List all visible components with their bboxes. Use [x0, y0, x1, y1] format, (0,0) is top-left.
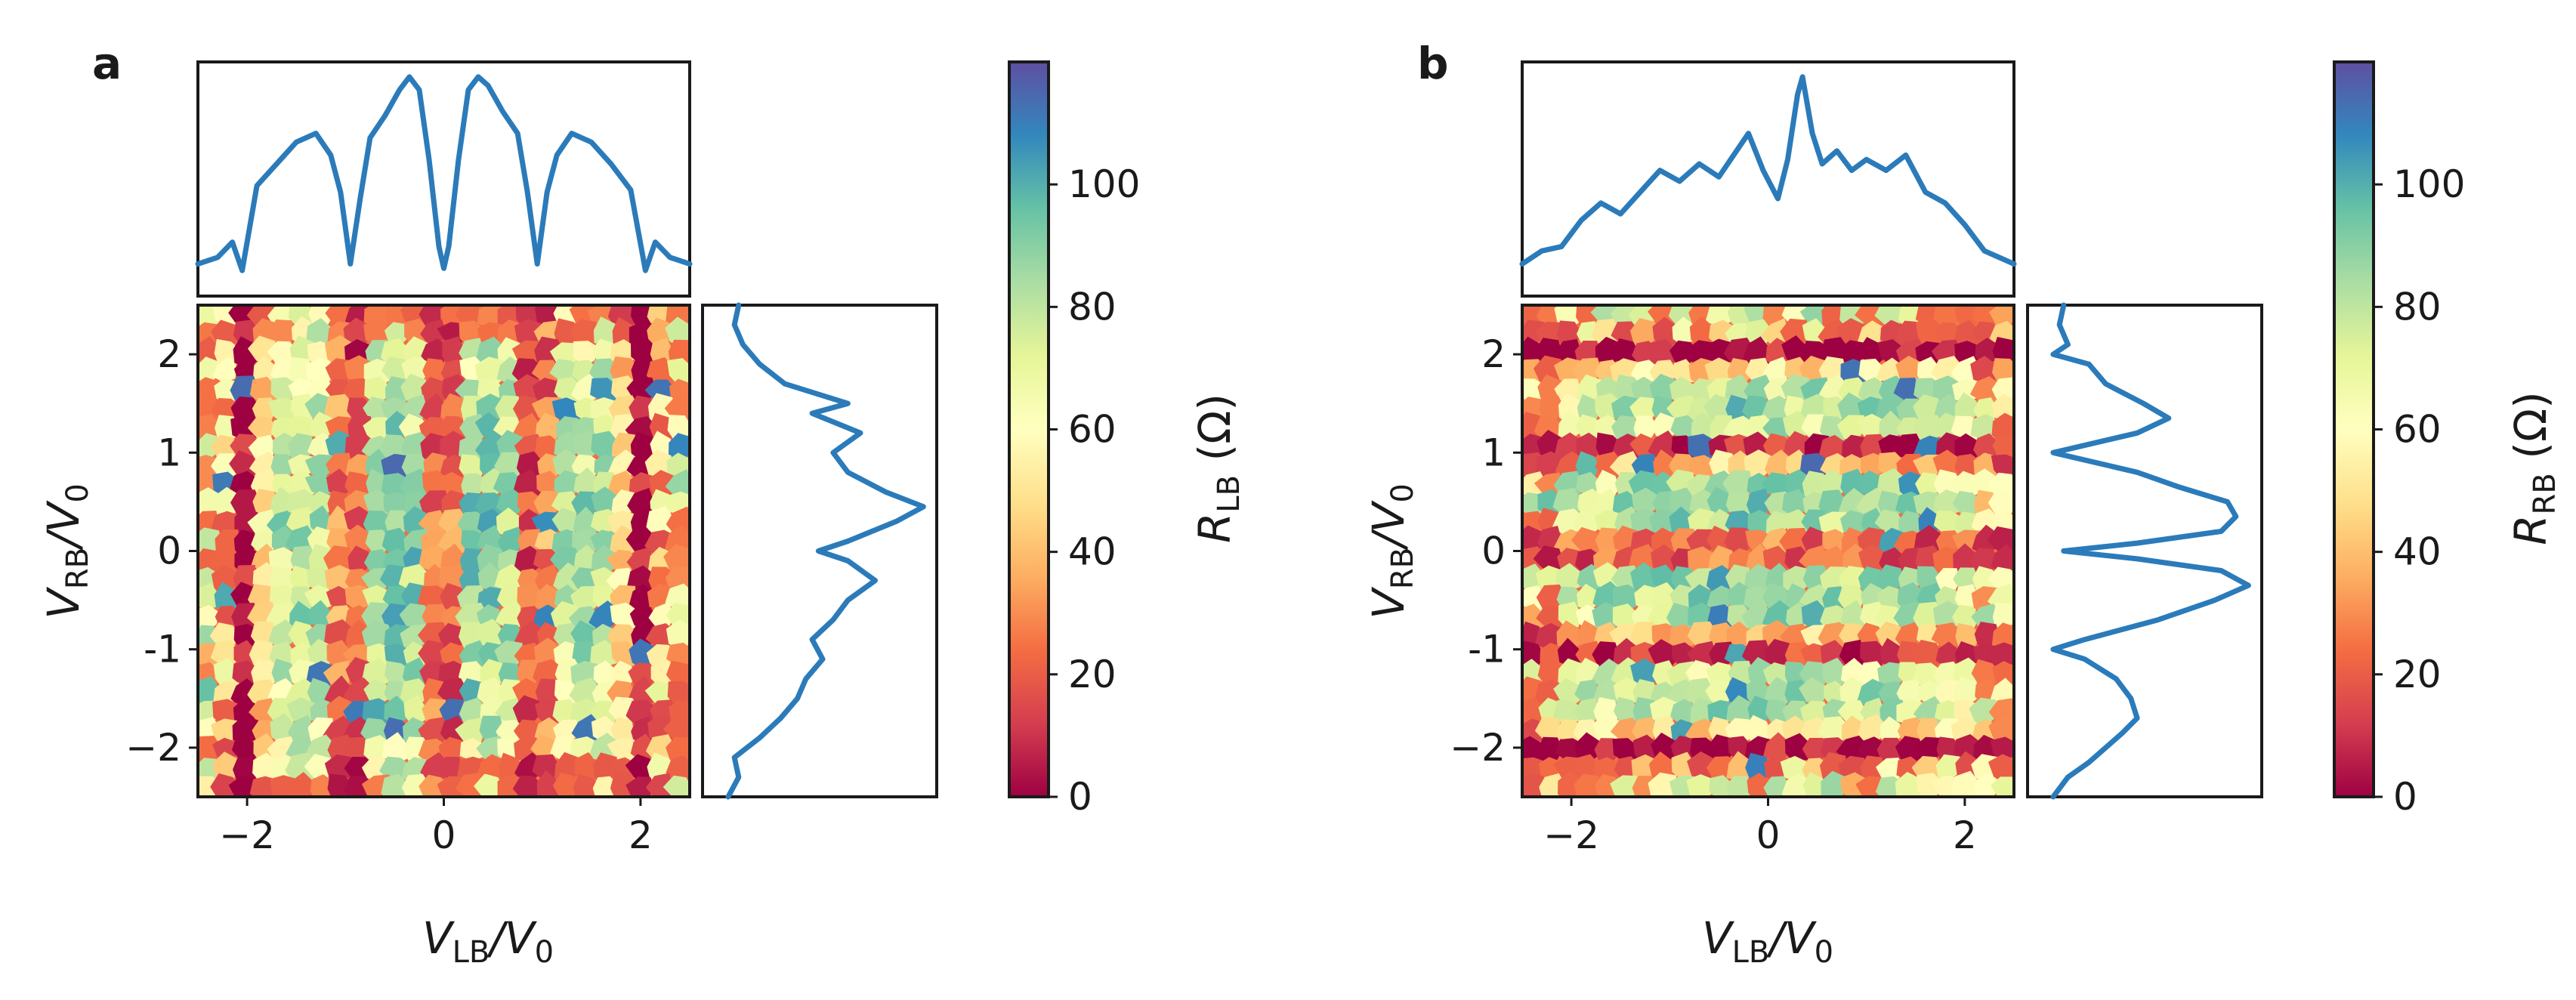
- y-tick-label: 0: [1481, 529, 1506, 573]
- y-tick-label: 2: [157, 332, 181, 376]
- colorbar-a: [1008, 60, 1050, 798]
- y-tick-label: −2: [125, 726, 181, 770]
- panel-b: b −2 0 2 −2 -1 0 1 2 VLB/V0 VRB/V0 0 20 40 60 80 10…: [1363, 38, 2562, 970]
- y-tick-label: 1: [157, 431, 181, 474]
- heatmap-cell: [1686, 773, 1714, 797]
- colorbar-tick-label: 0: [2393, 775, 2417, 819]
- colorbar-tick-label: 0: [1068, 775, 1092, 819]
- top-profile-b-trace: [1519, 74, 2017, 267]
- x-tick-label: −2: [1543, 813, 1599, 857]
- colorbar-b-label: RRB (Ω): [2505, 391, 2562, 545]
- heatmap-b-x-axis-title: VLB/V0: [1702, 912, 1833, 970]
- colorbar-tick-label: 20: [1068, 653, 1117, 696]
- colorbar-tick-label: 100: [2393, 162, 2465, 206]
- x-tick-label: 2: [1953, 813, 1977, 857]
- top-profile-b-frame: [1521, 60, 2015, 298]
- colorbar-tick-label: 20: [2393, 653, 2442, 696]
- heatmap-a-x-ticks: −2 0 2: [219, 797, 653, 857]
- heatmap-cell: [610, 641, 638, 667]
- heatmap-cell: [1969, 376, 2003, 403]
- top-profile-a-trace: [195, 74, 693, 273]
- heatmap-cell: [573, 774, 601, 797]
- heatmap-a-x-axis-title: VLB/V0: [422, 912, 554, 970]
- y-tick-label: -1: [1468, 628, 1506, 671]
- heatmap-cell: [1973, 773, 2002, 797]
- heatmap-cell: [1916, 322, 1945, 350]
- heatmap-a: [198, 305, 690, 797]
- x-tick-label: −2: [219, 813, 275, 857]
- heatmap-cell: [1610, 775, 1638, 797]
- heatmap-cell: [665, 316, 690, 347]
- heatmap-cell: [289, 772, 316, 797]
- side-profile-a-frame: [701, 304, 938, 798]
- colorbar-b-ticks: 0 20 40 60 80 100: [2374, 162, 2465, 819]
- y-tick-label: 2: [1481, 332, 1506, 376]
- y-tick-label: −2: [1450, 726, 1506, 770]
- heatmap-b: [1522, 305, 2014, 797]
- colorbar-tick-label: 60: [1068, 408, 1117, 452]
- colorbar-a-ticks: 0 20 40 60 80 100: [1049, 162, 1140, 819]
- heatmap-a-cells: [198, 305, 690, 797]
- x-tick-label: 0: [432, 813, 456, 857]
- side-profile-b-trace: [2050, 302, 2251, 800]
- heatmap-cell: [252, 752, 280, 785]
- panel-label-a: a: [92, 38, 122, 89]
- heatmap-cell: [1631, 487, 1660, 517]
- heatmap-cell: [1725, 776, 1753, 797]
- colorbar-b: [2333, 60, 2375, 798]
- panel-a: a −2 0 2 −2 -1 0 1 2 VLB/V0 VRB/V0 0 20 40 60 80 10…: [38, 38, 1246, 970]
- colorbar-tick-label: 60: [2393, 408, 2442, 452]
- heatmap-cell: [663, 775, 690, 797]
- y-tick-label: 1: [1481, 431, 1506, 474]
- colorbar-tick-label: 80: [2393, 285, 2442, 329]
- heatmap-cell: [1522, 698, 1544, 724]
- heatmap-b-y-ticks: −2 -1 0 1 2: [1450, 332, 1522, 770]
- x-tick-label: 2: [629, 813, 653, 857]
- colorbar-tick-label: 80: [1068, 285, 1117, 329]
- side-profile-b-frame: [2026, 304, 2263, 798]
- heatmap-a-y-axis-title: VRB/V0: [38, 483, 95, 619]
- heatmap-b-x-ticks: −2 0 2: [1543, 797, 1977, 857]
- x-tick-label: 0: [1756, 813, 1781, 857]
- y-tick-label: -1: [144, 628, 181, 671]
- y-tick-label: 0: [157, 529, 181, 573]
- heatmap-b-cells: [1522, 305, 2014, 797]
- heatmap-b-y-axis-title: VRB/V0: [1363, 483, 1420, 619]
- colorbar-tick-label: 100: [1068, 162, 1140, 206]
- top-profile-a-frame: [196, 60, 691, 298]
- heatmap-cell: [268, 619, 298, 649]
- heatmap-cell: [198, 335, 220, 364]
- heatmap-cell: [474, 773, 503, 797]
- colorbar-tick-label: 40: [1068, 530, 1117, 574]
- heatmap-cell: [663, 544, 690, 573]
- colorbar-tick-label: 40: [2393, 530, 2442, 574]
- side-profile-a-trace: [725, 302, 926, 800]
- heatmap-a-y-ticks: −2 -1 0 1 2: [125, 332, 198, 770]
- colorbar-a-label: RLB (Ω): [1189, 394, 1246, 543]
- heatmap-cell: [667, 358, 690, 386]
- panel-label-b: b: [1417, 38, 1449, 89]
